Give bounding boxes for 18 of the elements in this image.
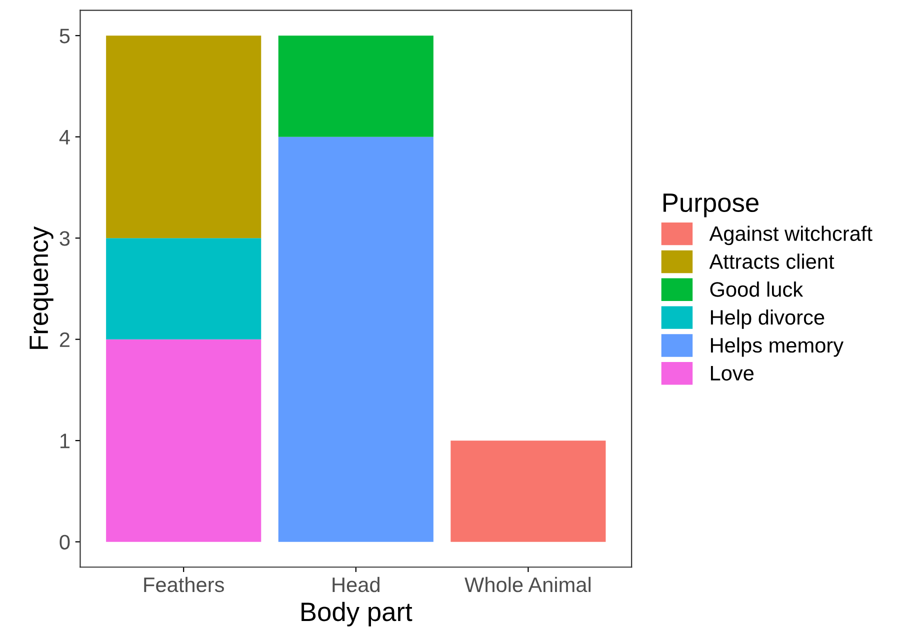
x-tick-label: Feathers [144, 576, 224, 592]
y-axis-title: Frequency [30, 226, 54, 349]
x-axis-title: Body part [302, 602, 412, 626]
legend-label: Against witchcraft [709, 226, 872, 246]
y-tick-label: 2 [60, 332, 70, 347]
legend-label: Help divorce [710, 309, 824, 329]
y-tick-label: 5 [60, 28, 70, 44]
legend-label: Good luck [710, 282, 804, 297]
y-tick-label: 1 [60, 434, 70, 448]
x-tick-label: Head [332, 576, 380, 592]
x-tick-label: Whole Animal [464, 576, 590, 592]
legend-label: Attracts client [709, 254, 834, 269]
legend-label: Love [710, 366, 754, 381]
y-tick-label: 3 [60, 231, 70, 246]
legend-label: Helps memory [710, 337, 844, 357]
legend-title: Purpose [664, 194, 758, 218]
y-tick-label: 4 [59, 130, 70, 144]
y-tick-label: 0 [60, 534, 70, 550]
